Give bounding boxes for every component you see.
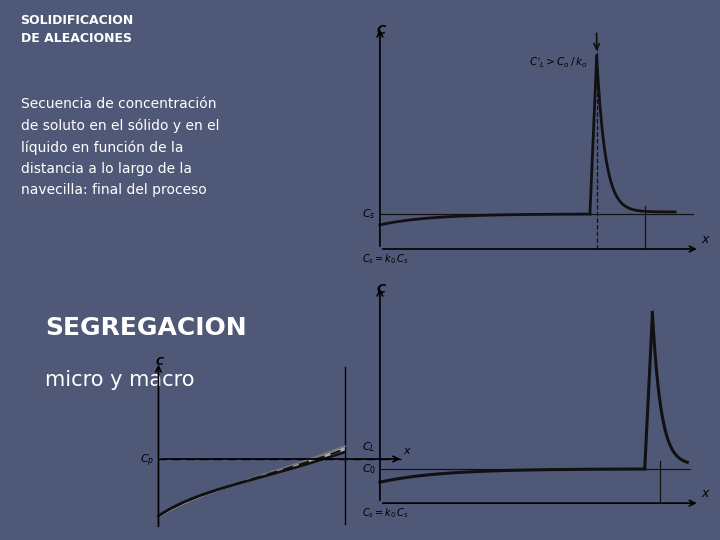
Text: $C_p$: $C_p$	[140, 453, 155, 469]
Text: $C_0$: $C_0$	[361, 462, 376, 476]
Text: C: C	[156, 357, 164, 367]
Text: C: C	[377, 24, 386, 37]
Text: $C_s = k_0\,C_s$: $C_s = k_0\,C_s$	[361, 507, 408, 521]
Text: $C_s = k_0\,C_s$: $C_s = k_0\,C_s$	[361, 253, 408, 266]
Text: DE ALEACIONES: DE ALEACIONES	[21, 32, 132, 45]
Text: Secuencia de concentración
de soluto en el sólido y en el
líquido en función de : Secuencia de concentración de soluto en …	[21, 97, 219, 198]
Text: $C_L$: $C_L$	[361, 440, 375, 454]
Text: $C'_L > C_o\,/\,k_o$: $C'_L > C_o\,/\,k_o$	[529, 55, 588, 70]
Text: $C_s$: $C_s$	[361, 207, 375, 221]
Text: C: C	[377, 284, 386, 296]
Text: x: x	[701, 233, 708, 246]
Text: x: x	[701, 488, 708, 501]
Text: x: x	[403, 446, 410, 456]
Text: SOLIDIFICACION: SOLIDIFICACION	[21, 14, 134, 26]
Text: micro y macro: micro y macro	[45, 370, 194, 390]
Text: SEGREGACION: SEGREGACION	[45, 316, 246, 340]
